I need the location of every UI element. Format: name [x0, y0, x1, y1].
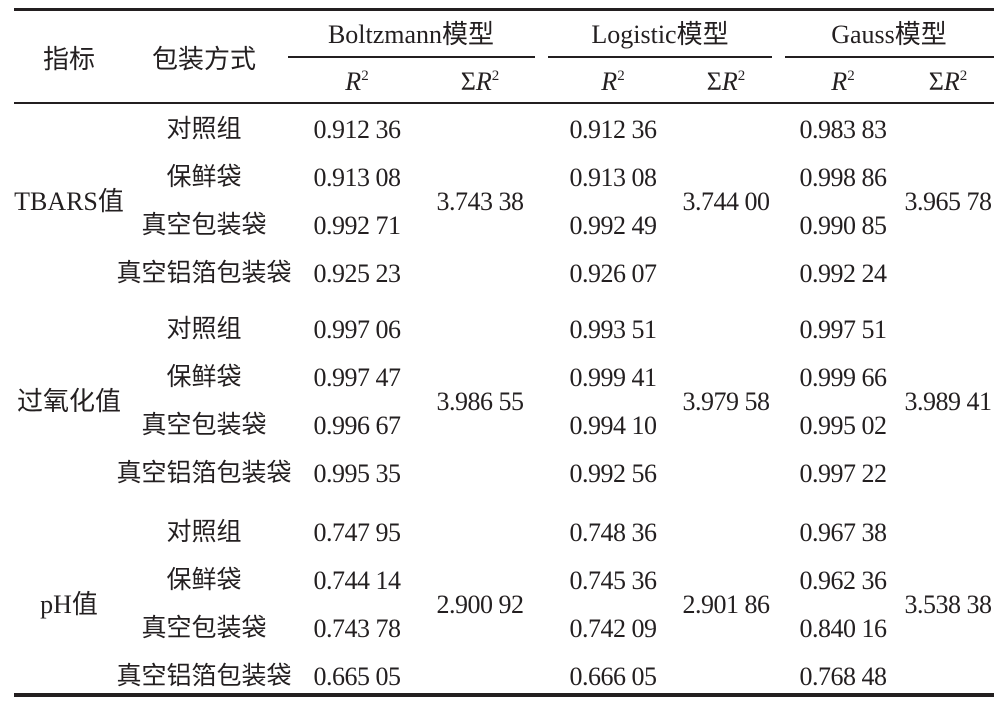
r2-value-logistic: 0.992 56	[569, 459, 658, 488]
r2-value-logistic: 0.742 09	[569, 614, 658, 643]
r2-value-boltzmann: 0.995 35	[313, 459, 402, 488]
header-rule	[14, 102, 994, 104]
indicator-label: 过氧化值	[16, 387, 122, 416]
r2-value-boltzmann: 0.744 14	[313, 566, 402, 595]
r2-value-logistic: 0.994 10	[569, 411, 658, 440]
r2-value-logistic: 0.745 36	[569, 566, 658, 595]
r2-value-gauss: 0.995 02	[799, 411, 888, 440]
sum-r2-value-logistic: 2.901 86	[682, 590, 771, 619]
sum-r2-value-boltzmann: 3.743 38	[436, 187, 525, 216]
sum-r2-value-logistic: 3.744 00	[682, 187, 771, 216]
r2-value-boltzmann: 0.997 06	[313, 315, 402, 344]
indicator-label: pH值	[40, 590, 98, 619]
r2-value-boltzmann: 0.665 05	[313, 662, 402, 691]
packaging-label: 真空铝箔包装袋	[116, 663, 292, 690]
top-rule	[14, 8, 994, 11]
r2-value-logistic: 0.992 49	[569, 211, 658, 240]
r2-value-boltzmann: 0.912 36	[313, 115, 402, 144]
packaging-label: 对照组	[166, 316, 242, 343]
header-sum-r2-gauss: ΣR2	[928, 67, 968, 96]
r2-value-logistic: 0.913 08	[569, 163, 658, 192]
r2-value-boltzmann: 0.747 95	[313, 518, 402, 547]
r2-value-boltzmann: 0.925 23	[313, 259, 402, 288]
header-indicator: 指标	[42, 45, 96, 74]
r2-value-boltzmann: 0.913 08	[313, 163, 402, 192]
header-model-boltzmann: Boltzmann模型	[327, 20, 495, 49]
packaging-label: 对照组	[166, 519, 242, 546]
r2-value-logistic: 0.993 51	[569, 315, 658, 344]
sum-r2-value-gauss: 3.989 41	[904, 387, 993, 416]
header-model-logistic: Logistic模型	[591, 20, 729, 49]
r2-value-gauss: 0.962 36	[799, 566, 888, 595]
r2-value-gauss: 0.997 51	[799, 315, 888, 344]
packaging-label: 保鲜袋	[166, 567, 242, 594]
r2-value-gauss: 0.990 85	[799, 211, 888, 240]
header-r2-boltzmann: R2	[345, 67, 369, 96]
r2-value-boltzmann: 0.997 47	[313, 363, 402, 392]
packaging-label: 对照组	[166, 116, 242, 143]
r2-value-logistic: 0.999 41	[569, 363, 658, 392]
r2-value-boltzmann: 0.992 71	[313, 211, 402, 240]
r2-value-gauss: 0.983 83	[799, 115, 888, 144]
r2-value-gauss: 0.840 16	[799, 614, 888, 643]
sum-r2-value-boltzmann: 3.986 55	[436, 387, 525, 416]
header-r2-gauss: R2	[831, 67, 855, 96]
r2-value-gauss: 0.997 22	[799, 459, 888, 488]
header-sum-r2-logistic: ΣR2	[706, 67, 746, 96]
packaging-label: 保鲜袋	[166, 164, 242, 191]
r2-value-logistic: 0.666 05	[569, 662, 658, 691]
sum-r2-value-gauss: 3.965 78	[904, 187, 993, 216]
boltzmann-underline	[288, 56, 535, 58]
indicator-label: TBARS值	[14, 187, 124, 216]
packaging-label: 真空包装袋	[141, 412, 267, 439]
r2-value-gauss: 0.992 24	[799, 259, 888, 288]
packaging-label: 真空铝箔包装袋	[116, 260, 292, 287]
r2-value-gauss: 0.999 66	[799, 363, 888, 392]
packaging-label: 真空铝箔包装袋	[116, 460, 292, 487]
r2-value-logistic: 0.748 36	[569, 518, 658, 547]
sum-r2-value-gauss: 3.538 38	[904, 590, 993, 619]
r2-value-gauss: 0.967 38	[799, 518, 888, 547]
header-model-gauss: Gauss模型	[831, 20, 947, 49]
packaging-label: 真空包装袋	[141, 615, 267, 642]
gauss-underline	[785, 56, 994, 58]
header-sum-r2-boltzmann: ΣR2	[460, 67, 500, 96]
r2-value-boltzmann: 0.743 78	[313, 614, 402, 643]
packaging-label: 真空包装袋	[141, 212, 267, 239]
r2-value-logistic: 0.926 07	[569, 259, 658, 288]
packaging-label: 保鲜袋	[166, 364, 242, 391]
sum-r2-value-boltzmann: 2.900 92	[436, 590, 525, 619]
logistic-underline	[548, 56, 772, 58]
header-r2-logistic: R2	[601, 67, 625, 96]
r2-value-boltzmann: 0.996 67	[313, 411, 402, 440]
header-packaging: 包装方式	[151, 45, 257, 74]
r2-value-gauss: 0.998 86	[799, 163, 888, 192]
r2-value-logistic: 0.912 36	[569, 115, 658, 144]
r2-value-gauss: 0.768 48	[799, 662, 888, 691]
sum-r2-value-logistic: 3.979 58	[682, 387, 771, 416]
bottom-rule	[14, 693, 994, 697]
